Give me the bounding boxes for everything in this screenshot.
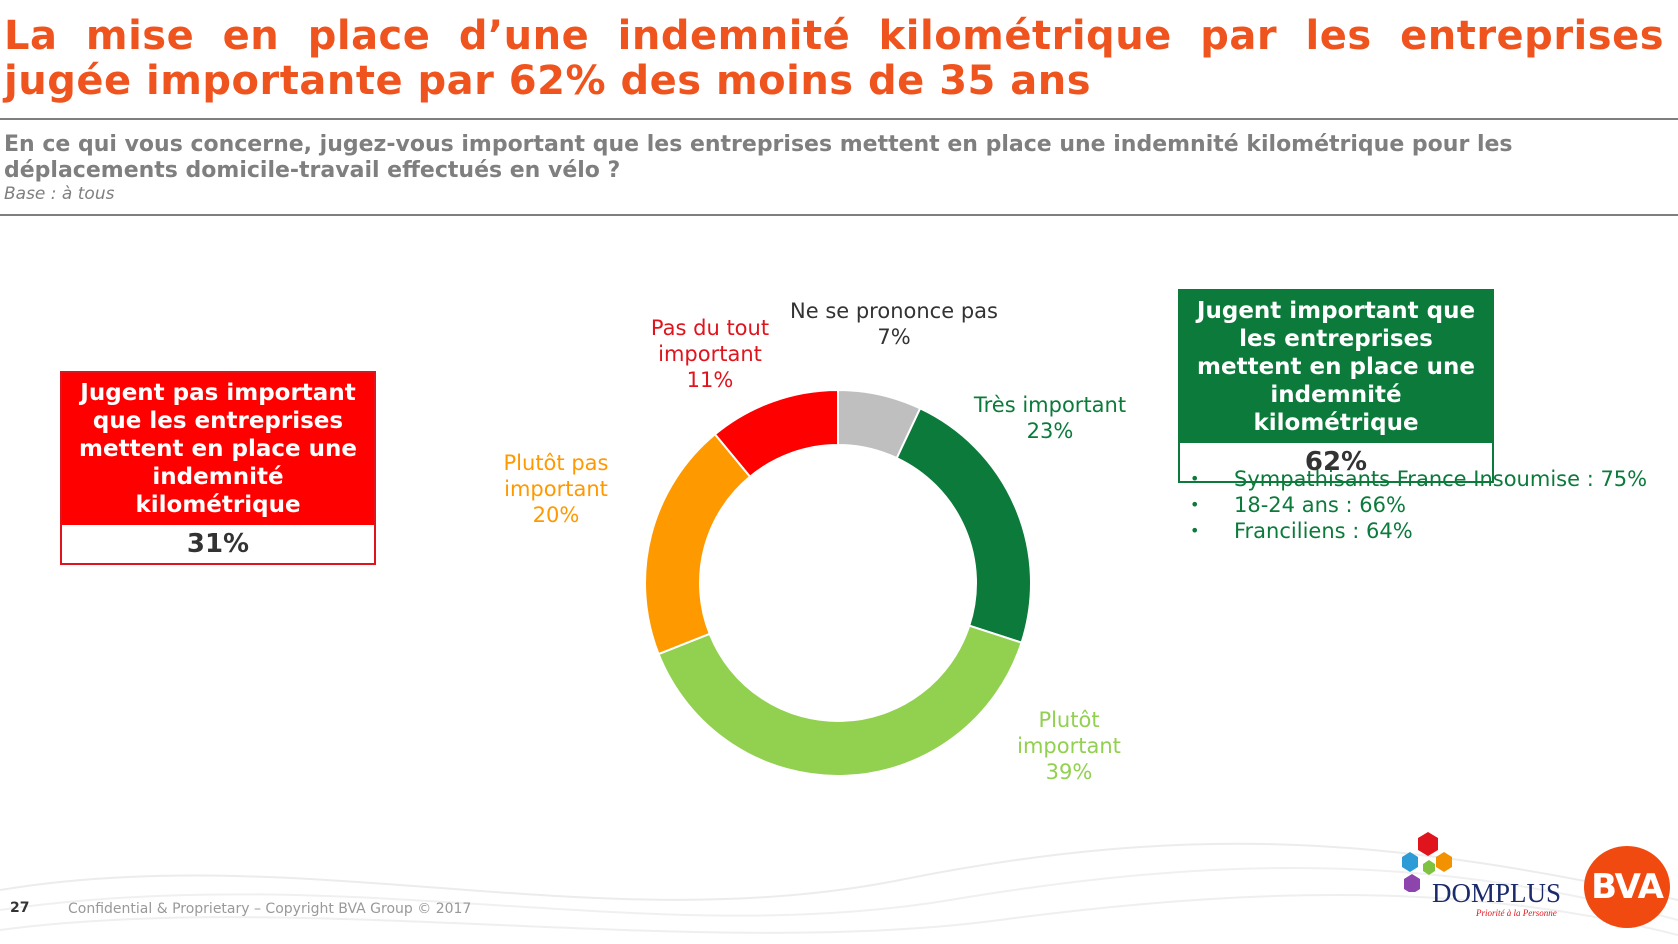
donut-slice-4 — [713, 388, 839, 479]
question-divider — [0, 214, 1678, 216]
negative-summary-value: 31% — [186, 529, 250, 559]
highlight-list: • Sympathisants France Insoumise : 75% • 1… — [1190, 466, 1647, 544]
page-title: La mise en place d’une indemnité kilomét… — [4, 13, 1664, 104]
bullet-icon: • — [1190, 521, 1200, 540]
list-item-text: Sympathisants France Insoumise : 75% — [1234, 467, 1648, 491]
list-item: • Franciliens : 64% — [1190, 518, 1647, 544]
title-divider — [0, 118, 1678, 120]
positive-summary-box: Jugent important que les entreprises met… — [1178, 289, 1494, 483]
slice-label-plutot-pas-important: Plutôt pas important 20% — [486, 450, 626, 528]
slice-value: 7% — [877, 325, 911, 349]
slice-value: 11% — [686, 368, 734, 392]
slice-category: Pas du tout important — [650, 316, 770, 366]
bva-logo: BVA — [1584, 846, 1670, 928]
positive-summary-label: Jugent important que les entreprises met… — [1180, 291, 1492, 443]
negative-summary-label: Jugent pas important que les entreprises… — [62, 373, 374, 525]
positive-summary-value: 62% — [1304, 447, 1368, 477]
copyright-text: Confidential & Proprietary – Copyright B… — [68, 901, 472, 917]
survey-question: En ce qui vous concerne, jugez-vous impo… — [4, 132, 1513, 183]
domplus-logo: DOMPLUS Priorité à la Personne — [1398, 828, 1570, 918]
survey-base: Base : à tous — [4, 184, 115, 204]
domplus-wordmark: DOMPLUS — [1432, 878, 1562, 908]
slice-category: Ne se prononce pas — [790, 299, 998, 323]
slice-category: Plutôt pas important — [503, 451, 609, 501]
bullet-icon: • — [1190, 469, 1200, 488]
domplus-tagline: Priorité à la Personne — [1476, 908, 1557, 918]
slice-value: 39% — [1045, 760, 1093, 784]
domplus-flower-icon — [1402, 832, 1452, 892]
slice-label-tres-important: Très important 23% — [940, 392, 1160, 444]
slice-value: 23% — [1026, 419, 1074, 443]
list-item: • Sympathisants France Insoumise : 75% — [1190, 466, 1647, 492]
slice-value: 20% — [532, 503, 580, 527]
page-number: 27 — [10, 900, 30, 916]
slice-label-pas-du-tout-important: Pas du tout important 11% — [630, 315, 790, 393]
bullet-icon: • — [1190, 495, 1200, 514]
slice-label-plutot-important: Plutôt important 39% — [997, 707, 1141, 785]
negative-summary-box: Jugent pas important que les entreprises… — [60, 371, 376, 565]
slice-category: Plutôt important — [1017, 708, 1121, 758]
slice-label-ne-se-prononce-pas: Ne se prononce pas 7% — [784, 298, 1004, 350]
donut-slice-3 — [644, 432, 752, 656]
list-item-text: Franciliens : 64% — [1234, 519, 1413, 543]
list-item-text: 18-24 ans : 66% — [1234, 493, 1406, 517]
donut-slice-2 — [657, 624, 1023, 777]
list-item: • 18-24 ans : 66% — [1190, 492, 1647, 518]
background-swirl — [0, 842, 1678, 936]
slice-category: Très important — [973, 393, 1127, 417]
